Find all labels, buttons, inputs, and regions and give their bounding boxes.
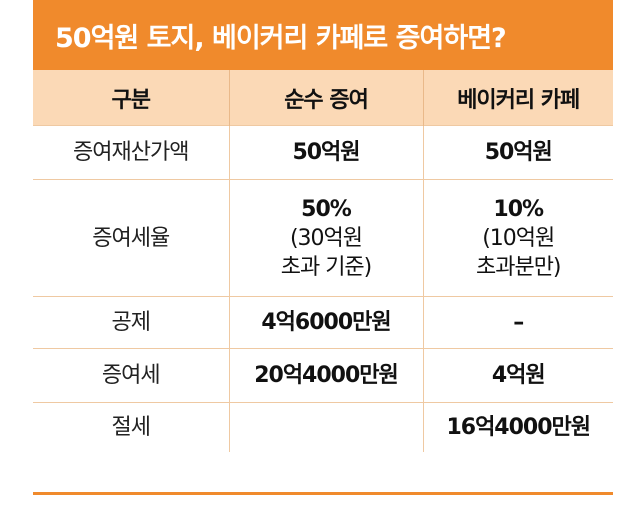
row-label: 증여재산가액 <box>33 125 229 180</box>
cell-line: 초과 기준) <box>280 254 373 280</box>
cell-line: 50% <box>301 196 352 222</box>
bakery-cafe-value: 10% (10억원 초과분만) <box>422 179 613 297</box>
cell-line: 초과분만) <box>475 254 562 280</box>
cell-line: 20억4000만원 <box>254 363 399 388</box>
cell-line: 4억원 <box>491 363 546 388</box>
header-category: 구분 <box>33 70 229 126</box>
pure-gift-value: 50% (30억원 초과 기준) <box>228 179 423 297</box>
row-label: 증여세 <box>33 348 229 403</box>
header-pure-gift: 순수 증여 <box>228 70 423 126</box>
cell-line: (30억원 <box>289 225 363 251</box>
cell-line: 50억원 <box>484 140 553 165</box>
cell-line: 50억원 <box>292 140 360 165</box>
bakery-cafe-value: 16억4000만원 <box>422 402 613 452</box>
title-banner: 50억원 토지, 베이커리 카페로 증여하면? <box>33 0 613 70</box>
header-row: 구분 순수 증여 베이커리 카페 <box>33 70 613 126</box>
bottom-divider <box>33 492 613 495</box>
pure-gift-value <box>228 402 423 452</box>
cell-line: 4억6000만원 <box>261 310 391 335</box>
comparison-table: 구분 순수 증여 베이커리 카페 증여재산가액 50억원 50억원 증여세율 5… <box>33 70 613 452</box>
cell-line: 16억4000만원 <box>446 415 591 440</box>
cell-line: (10억원 <box>482 225 555 251</box>
table-row: 증여재산가액 50억원 50억원 <box>33 125 613 180</box>
pure-gift-value: 50억원 <box>228 125 423 180</box>
cell-line: 10% <box>493 196 544 222</box>
table-row: 절세 16억4000만원 <box>33 402 613 452</box>
table-row: 증여세 20억4000만원 4억원 <box>33 348 613 403</box>
table-row: 공제 4억6000만원 – <box>33 296 613 349</box>
pure-gift-value: 20억4000만원 <box>228 348 423 403</box>
table-row: 증여세율 50% (30억원 초과 기준) 10% (10억원 초과분만) <box>33 179 613 297</box>
row-label: 증여세율 <box>33 179 229 297</box>
cell-line: – <box>513 310 524 335</box>
row-label: 공제 <box>33 296 229 349</box>
bakery-cafe-value: 4억원 <box>422 348 613 403</box>
bakery-cafe-value: 50억원 <box>422 125 613 180</box>
row-label: 절세 <box>33 402 229 452</box>
title-text: 50억원 토지, 베이커리 카페로 증여하면? <box>55 22 507 54</box>
bakery-cafe-value: – <box>422 296 613 349</box>
pure-gift-value: 4억6000만원 <box>228 296 423 349</box>
header-bakery-cafe: 베이커리 카페 <box>422 70 613 126</box>
